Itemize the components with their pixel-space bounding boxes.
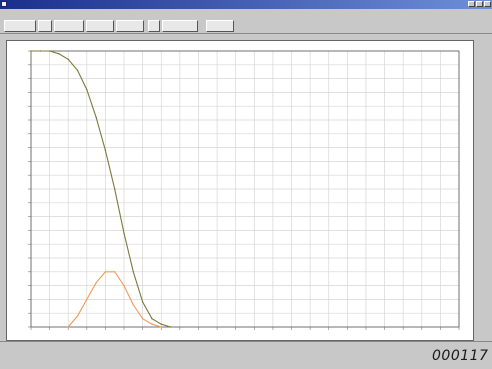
data-point <box>76 315 79 317</box>
data-point <box>151 318 153 320</box>
data-point <box>132 304 135 306</box>
toolbar-button[interactable] <box>86 20 114 32</box>
data-point <box>67 326 69 328</box>
window-title <box>10 0 270 9</box>
legend-entry <box>448 66 472 72</box>
data-point <box>30 50 32 52</box>
frame-counter: 000117 <box>432 348 489 364</box>
toolbar-button[interactable] <box>54 20 84 32</box>
data-point <box>151 323 153 325</box>
data-point <box>95 116 97 118</box>
data-point <box>104 149 107 152</box>
title-bar[interactable] <box>0 0 492 9</box>
menu-bar <box>0 9 492 18</box>
data-point <box>160 326 162 328</box>
data-point <box>114 271 116 273</box>
maximize-button[interactable] <box>476 1 483 7</box>
data-point <box>132 271 135 273</box>
data-point <box>86 88 88 91</box>
line-chart <box>28 50 460 330</box>
close-button[interactable] <box>484 1 491 7</box>
data-point <box>169 326 172 328</box>
plot-area-frame <box>30 50 460 328</box>
legend-entry <box>448 73 472 79</box>
series-line <box>31 50 171 328</box>
data-point <box>114 188 116 190</box>
status-bar: 000117 <box>0 341 492 369</box>
toolbar-button[interactable] <box>162 20 198 32</box>
plot-window <box>6 40 474 341</box>
data-point <box>141 318 144 320</box>
data-point <box>86 298 88 301</box>
data-point <box>39 50 42 52</box>
data-point <box>76 69 79 72</box>
data-point <box>95 282 97 284</box>
toolbar <box>0 18 492 34</box>
toolbar-button[interactable] <box>4 20 36 32</box>
toolbar-button[interactable] <box>38 20 52 32</box>
app-logo-icon <box>1 1 7 7</box>
legend <box>448 52 472 102</box>
legend-entry <box>448 59 472 65</box>
data-point <box>160 323 162 325</box>
data-point <box>104 271 107 273</box>
toolbar-button[interactable] <box>206 20 234 32</box>
legend-entry <box>448 52 472 58</box>
legend-entry <box>448 87 472 93</box>
legend-entry <box>448 80 472 86</box>
data-point <box>123 284 125 287</box>
toolbar-button[interactable] <box>148 20 160 32</box>
data-point <box>141 301 144 303</box>
minimize-button[interactable] <box>468 1 475 7</box>
data-point <box>123 232 125 234</box>
data-point <box>58 53 60 55</box>
data-point <box>48 50 51 52</box>
data-point <box>67 58 69 60</box>
toolbar-button[interactable] <box>116 20 144 32</box>
